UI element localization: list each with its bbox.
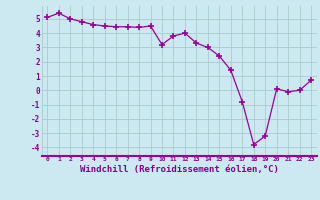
X-axis label: Windchill (Refroidissement éolien,°C): Windchill (Refroidissement éolien,°C) (80, 165, 279, 174)
